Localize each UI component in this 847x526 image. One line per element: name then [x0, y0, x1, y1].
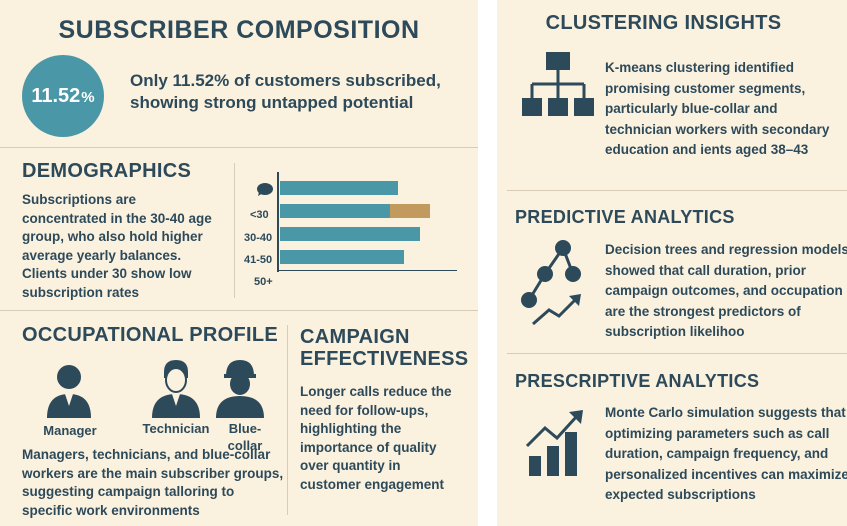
- chart-bar: [280, 181, 398, 195]
- person-icon: [257, 183, 273, 196]
- divider: [0, 147, 478, 148]
- right-panel: CLUSTERING INSIGHTS K-means clustering i…: [497, 0, 847, 526]
- divider: [287, 325, 288, 515]
- divider: [0, 310, 478, 311]
- occupation-label-manager: Manager: [43, 423, 97, 438]
- demographics-text: Subscriptions are concentrated in the 30…: [22, 192, 212, 300]
- subscription-rate-unit: %: [81, 89, 95, 106]
- occupation-label-technician: Technician: [142, 421, 210, 436]
- predictive-title: PREDICTIVE ANALYTICS: [515, 207, 735, 227]
- chart-bar-segment: [390, 204, 430, 218]
- clustering-title: CLUSTERING INSIGHTS: [545, 12, 782, 34]
- prescriptive-title: PRESCRIPTIVE ANALYTICS: [515, 371, 760, 391]
- composition-description: Only 11.52% of customers subscribed, sho…: [130, 71, 441, 112]
- campaign-text: Longer calls reduce the need for follow-…: [300, 384, 452, 492]
- chart-tick-label: 30-40: [244, 232, 273, 244]
- manager-icon: [47, 365, 91, 418]
- occupation-label-blue-collar: Blue- collar: [227, 421, 263, 453]
- campaign-title-line2: EFFECTIVENESS: [300, 348, 469, 370]
- chart-tick-label: <30: [250, 209, 269, 221]
- subscription-rate-badge: 11.52%: [22, 55, 104, 137]
- divider: [507, 190, 847, 191]
- demographics-title: DEMOGRAPHICS: [22, 160, 192, 182]
- chart-tick-label: 41-50: [244, 254, 273, 266]
- left-panel: SUBSCRIBER COMPOSITION 11.52% Only 11.52…: [0, 0, 478, 526]
- divider: [234, 163, 235, 298]
- subscription-rate-value: 11.52: [31, 84, 81, 107]
- technician-icon: [152, 360, 200, 418]
- chart-bar: [280, 227, 420, 241]
- hierarchy-icon: [522, 52, 594, 116]
- clustering-text: K-means clustering identified promising …: [605, 60, 830, 157]
- chart-bar: [280, 250, 404, 264]
- growth-chart-icon: [525, 410, 583, 476]
- predictive-text: Decision trees and regression models sho…: [605, 242, 847, 339]
- subscriber-composition-title: SUBSCRIBER COMPOSITION: [58, 16, 420, 44]
- blue-collar-icon: [216, 360, 264, 418]
- chart-x-axis: [277, 270, 457, 271]
- prescriptive-text: Monte Carlo simulation suggests that opt…: [605, 405, 847, 502]
- chart-bar: [280, 204, 390, 218]
- chart-y-axis: [277, 172, 279, 272]
- occupational-profile-title: OCCUPATIONAL PROFILE: [22, 324, 278, 346]
- divider: [507, 353, 847, 354]
- chart-tick-label: 50+: [254, 276, 273, 288]
- campaign-title-line1: CAMPAIGN: [300, 326, 410, 348]
- occupational-text: Managers, technicians, and blue-collar w…: [22, 447, 284, 518]
- decision-tree-icon: [521, 240, 581, 326]
